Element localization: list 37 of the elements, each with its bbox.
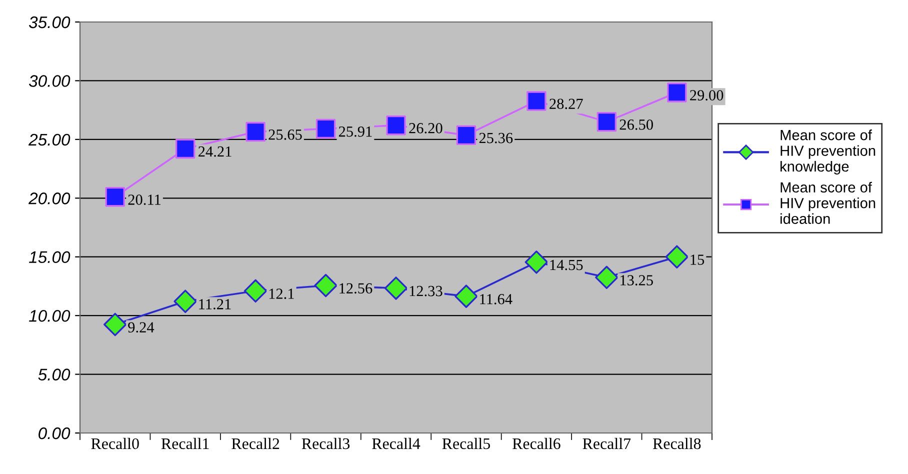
x-tick-label: Recall0 [91,438,139,450]
data-label: 26.20 [409,123,442,134]
y-tick-label: 0.00 [38,427,70,440]
x-tick-label: Recall1 [161,438,209,450]
data-label: 20.11 [128,194,160,205]
legend-label: Mean score of HIV prevention ideation [780,182,876,224]
data-label: 24.21 [198,146,232,157]
y-tick-label: 15.00 [29,251,70,264]
data-label: 12.1 [269,288,294,299]
legend-label: Mean score of HIV prevention knowledge [780,130,876,175]
x-tick-label: Recall5 [442,438,490,450]
x-tick-label: Recall2 [232,438,280,450]
y-tick-label: 10.00 [29,310,70,322]
data-label: 14.55 [550,260,583,270]
data-label: 25.91 [338,126,372,137]
x-tick-label: Recall7 [582,438,631,450]
data-label: 12.56 [340,283,372,294]
y-tick-label: 30.00 [28,75,70,87]
x-tick-label: Recall6 [512,438,560,450]
x-tick-label: Recall8 [652,438,701,450]
data-label: 15 [690,254,704,265]
data-label: 26.50 [620,119,653,130]
y-tick-label: 5.00 [38,368,70,380]
data-label: 29.00 [690,90,724,101]
y-tick-label: 35.00 [28,16,70,28]
data-label: 28.27 [550,98,583,110]
data-label: 11.21 [199,299,231,310]
data-label: 13.25 [620,275,653,286]
data-label: 11.64 [480,294,512,304]
data-label: 9.24 [128,322,154,333]
data-label: 25.65 [268,130,302,140]
y-tick-label: 20.00 [28,192,70,204]
data-label: 25.36 [479,132,513,144]
x-tick-label: Recall4 [372,438,420,450]
data-label: 12.33 [410,286,442,296]
x-tick-label: Recall3 [302,438,350,450]
y-tick-label: 25.00 [28,134,70,146]
